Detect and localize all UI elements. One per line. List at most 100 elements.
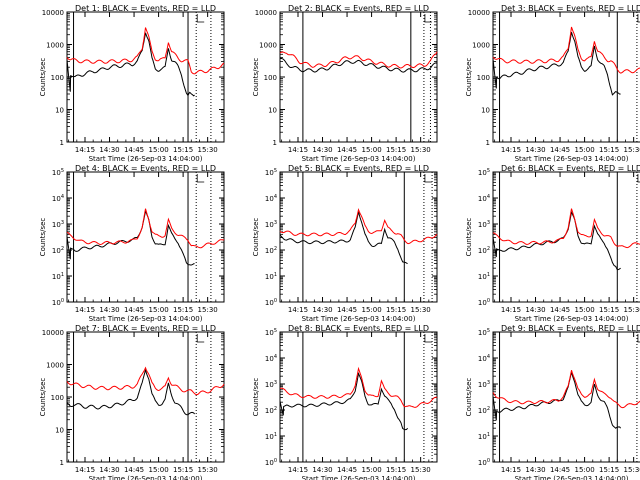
x-axis-label: Start Time (26-Sep-03 14:04:00): [302, 475, 416, 480]
x-tick-label: 15:00: [574, 466, 594, 474]
x-tick-label: 14:45: [124, 306, 144, 314]
y-tick-label: 105: [478, 168, 490, 177]
y-tick-label: 102: [478, 246, 490, 255]
x-tick-label: 14:15: [501, 306, 521, 314]
chart-title: Det 2: BLACK = Events, RED = LLD: [288, 4, 429, 13]
chart-title: Det 3: BLACK = Events, RED = LLD: [501, 4, 640, 13]
x-tick-label: 15:15: [599, 306, 619, 314]
x-tick-label: 15:15: [386, 306, 406, 314]
plot-frame: [492, 331, 640, 463]
x-tick-label: 15:30: [624, 306, 640, 314]
x-tick-label: 14:15: [75, 146, 95, 154]
y-tick-label: 1000: [46, 42, 64, 50]
chart-title: Det 5: BLACK = Events, RED = LLD: [288, 164, 429, 173]
x-tick-label: 15:30: [198, 306, 218, 314]
x-tick-label: 15:15: [386, 146, 406, 154]
y-tick-label: 1: [486, 139, 490, 147]
x-tick-label: 14:45: [550, 146, 570, 154]
y-axis-label: Counts/sec: [465, 218, 473, 257]
x-tick-label: 15:30: [624, 146, 640, 154]
series-lld-line: [66, 366, 225, 396]
x-axis-label: Start Time (26-Sep-03 14:04:00): [515, 315, 629, 323]
x-tick-label: 14:15: [501, 146, 521, 154]
y-axis-label: Counts/sec: [465, 58, 473, 97]
y-tick-label: 101: [478, 432, 490, 441]
y-tick-label: 10: [268, 107, 277, 115]
y-axis-label: Counts/sec: [39, 378, 47, 417]
attenuator-marker: [637, 14, 640, 23]
y-axis-label: Counts/sec: [252, 378, 260, 417]
x-tick-label: 14:45: [337, 146, 357, 154]
y-tick-label: 102: [265, 246, 277, 255]
y-tick-label: 100: [51, 74, 64, 82]
x-tick-label: 15:30: [411, 146, 431, 154]
y-tick-label: 102: [478, 406, 490, 415]
y-tick-label: 103: [265, 220, 277, 229]
series-lld-line: [492, 26, 640, 74]
x-tick-label: 14:45: [124, 146, 144, 154]
series-events-line: [280, 58, 438, 73]
x-tick-label: 15:15: [599, 466, 619, 474]
series-events-line: [279, 211, 408, 265]
x-tick-label: 14:15: [288, 306, 308, 314]
y-tick-label: 10: [481, 107, 490, 115]
x-tick-label: 15:00: [148, 306, 168, 314]
y-tick-label: 1: [60, 139, 64, 147]
y-tick-label: 1000: [46, 362, 64, 370]
x-axis-label: Start Time (26-Sep-03 14:04:00): [515, 475, 629, 480]
chart-panel-6: Det 6: BLACK = Events, RED = LLD 100 101 10…: [465, 164, 640, 323]
y-tick-label: 100: [478, 298, 490, 307]
y-axis-label: Counts/sec: [39, 218, 47, 257]
x-axis-label: Start Time (26-Sep-03 14:04:00): [89, 475, 203, 480]
y-tick-label: 100: [264, 74, 277, 82]
chart-title: Det 7: BLACK = Events, RED = LLD: [75, 324, 216, 333]
series-lld-line: [492, 370, 640, 409]
x-axis-label: Start Time (26-Sep-03 14:04:00): [302, 155, 416, 163]
x-tick-label: 15:00: [361, 146, 381, 154]
x-tick-label: 15:15: [173, 466, 193, 474]
y-tick-label: 104: [52, 194, 64, 203]
y-tick-label: 104: [478, 354, 490, 363]
x-tick-label: 15:00: [361, 306, 381, 314]
series-events-line: [66, 32, 195, 97]
plot-frame: [279, 11, 438, 143]
y-tick-label: 101: [478, 272, 490, 281]
y-axis-label: Counts/sec: [465, 378, 473, 417]
y-tick-label: 102: [265, 406, 277, 415]
x-tick-label: 14:30: [312, 146, 332, 154]
x-tick-label: 15:30: [198, 146, 218, 154]
x-tick-label: 14:30: [525, 466, 545, 474]
attenuator-marker: [196, 14, 205, 23]
x-tick-label: 15:00: [148, 466, 168, 474]
plot-frame: [492, 171, 640, 303]
plot-frame: [279, 331, 438, 463]
x-tick-label: 14:30: [525, 306, 545, 314]
x-tick-label: 14:15: [501, 466, 521, 474]
x-tick-label: 15:00: [574, 306, 594, 314]
x-tick-label: 14:30: [312, 306, 332, 314]
series-events-line: [279, 371, 408, 431]
y-tick-label: 101: [265, 432, 277, 441]
x-tick-label: 14:15: [75, 306, 95, 314]
x-tick-label: 15:30: [198, 466, 218, 474]
y-tick-label: 104: [265, 194, 277, 203]
x-tick-label: 14:45: [337, 466, 357, 474]
y-tick-label: 10000: [468, 9, 490, 17]
chart-panel-9: Det 9: BLACK = Events, RED = LLD 100 101 10…: [465, 324, 640, 480]
y-tick-label: 1: [273, 139, 277, 147]
y-tick-label: 104: [265, 354, 277, 363]
x-tick-label: 14:15: [75, 466, 95, 474]
y-tick-label: 103: [478, 380, 490, 389]
attenuator-marker: [637, 174, 640, 183]
chart-panel-4: Det 4: BLACK = Events, RED = LLD 100 101 10…: [39, 164, 225, 323]
series-lld-line: [279, 207, 438, 245]
y-tick-label: 100: [477, 74, 490, 82]
y-tick-label: 102: [52, 246, 64, 255]
chart-title: Det 8: BLACK = Events, RED = LLD: [288, 324, 429, 333]
x-tick-label: 14:30: [99, 466, 119, 474]
y-tick-label: 100: [51, 394, 64, 402]
plot-frame: [492, 11, 640, 143]
x-tick-label: 14:45: [550, 466, 570, 474]
y-tick-label: 105: [265, 168, 277, 177]
x-tick-label: 15:15: [173, 306, 193, 314]
